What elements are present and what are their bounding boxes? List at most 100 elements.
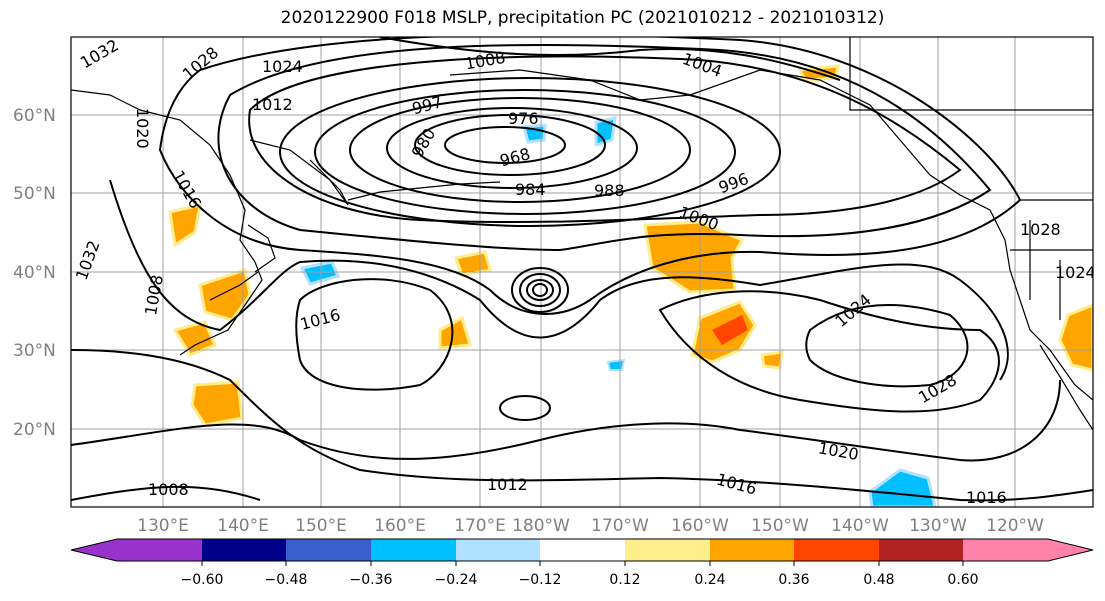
colorbar-outline — [70, 538, 1094, 562]
isobar-label: 984 — [515, 180, 546, 199]
lat-label: 20°N — [13, 420, 56, 440]
precip-positive-area — [454, 250, 492, 277]
precip-negative-area — [868, 468, 937, 507]
precip-positive-area — [1058, 303, 1093, 372]
isobar-label: 976 — [508, 109, 539, 128]
precip-shading — [168, 64, 1093, 507]
lon-label: 160°W — [671, 516, 729, 536]
isobar-low-1 — [519, 273, 561, 307]
precip-positive-area — [438, 315, 472, 350]
lon-label: 140°E — [217, 516, 269, 536]
colorbar-cell — [202, 539, 286, 561]
baja-coastline — [1039, 344, 1093, 431]
precip-positive-area — [760, 350, 784, 370]
isobar-1016 — [71, 349, 1093, 502]
lon-label: 170°E — [454, 516, 506, 536]
colorbar-cell — [540, 539, 625, 561]
colorbar-cell — [794, 539, 879, 561]
isobar-label: 1016 — [966, 488, 1007, 507]
isobar-976 — [414, 114, 606, 176]
isobar-968 — [444, 126, 566, 164]
isobar-low-2 — [526, 279, 554, 301]
map-title: 2020122900 F018 MSLP, precipitation PC (… — [280, 8, 885, 28]
lat-label: 30°N — [13, 341, 56, 361]
lon-label: 150°W — [751, 516, 809, 536]
lon-label: 160°E — [374, 516, 426, 536]
isobar-984 — [349, 97, 691, 203]
lon-label: 150°E — [295, 516, 347, 536]
isobar-992 — [279, 77, 781, 227]
colorbar-cell — [456, 539, 540, 561]
colorbar-tick-label: 0.24 — [694, 572, 725, 588]
colorbar: −0.60 −0.48 −0.36 −0.24 −0.12 0.12 0.24 0.36 0.4… — [70, 538, 1094, 588]
precip-negative-area — [594, 116, 617, 148]
lon-label: 170°W — [591, 516, 649, 536]
isobar-label: 1020 — [133, 108, 152, 149]
lon-label: 120°W — [986, 516, 1044, 536]
precip-negative-area — [606, 358, 626, 371]
precip-positive-area — [190, 380, 244, 427]
isobar-1024 — [658, 290, 1000, 413]
colorbar-cell — [286, 539, 371, 561]
asia-coastline — [71, 89, 263, 356]
alaska-coastline — [449, 69, 961, 196]
canada-border — [849, 37, 1093, 201]
isobar-1020-west — [295, 278, 454, 391]
kamchatka-coastline — [249, 139, 349, 206]
colorbar-tick-label: 0.48 — [863, 572, 894, 588]
colorbar-tick-label: 0.12 — [609, 572, 640, 588]
colorbar-cell — [625, 539, 710, 561]
colorbar-tick-label: −0.36 — [350, 572, 393, 588]
isobar-1008-inner — [511, 267, 569, 313]
lon-label: 140°W — [831, 516, 889, 536]
lon-label: 180°W — [512, 516, 570, 536]
isobar-label: 1008 — [148, 480, 189, 499]
isobar-996 — [248, 55, 962, 224]
precip-strong-area — [712, 315, 748, 345]
isobar-988 — [314, 89, 736, 215]
isobar-1016-east-small — [499, 395, 551, 421]
colorbar-tick-label: −0.60 — [181, 572, 224, 588]
colorbar-tick-label: −0.48 — [265, 572, 308, 588]
precip-positive-area — [172, 320, 217, 357]
lon-label: 130°W — [909, 516, 967, 536]
colorbar-extend-max — [1048, 539, 1093, 561]
colorbar-tick-label: −0.24 — [435, 572, 478, 588]
isobars — [71, 37, 1093, 502]
colorbar-extend-min — [71, 539, 117, 561]
precip-positive-area — [168, 203, 202, 248]
isobar-1020 — [71, 379, 1061, 462]
north-america-coastline — [959, 194, 1093, 401]
japan-coastline — [209, 224, 276, 301]
precip-negative-area — [299, 260, 341, 286]
map-frame — [70, 36, 1094, 508]
colorbar-ticks: −0.60 −0.48 −0.36 −0.24 −0.12 0.12 0.24 0.36 0.4… — [181, 561, 979, 588]
isobar-1000 — [217, 43, 992, 252]
colorbar-cell — [963, 539, 1048, 561]
lat-label: 60°N — [13, 106, 56, 126]
isobar-label: 988 — [594, 181, 625, 200]
isobar-low-3 — [532, 283, 548, 297]
lon-axis: 130°E 140°E 150°E 160°E 170°E 180°W 170°W 160°W… — [137, 516, 1044, 536]
isobar-label: 1012 — [252, 95, 293, 114]
isobar-1012 — [109, 179, 1009, 381]
usa-states — [1010, 220, 1093, 320]
lat-label: 40°N — [13, 263, 56, 283]
colorbar-tick-label: 0.60 — [947, 572, 978, 588]
lon-label: 130°E — [137, 516, 189, 536]
colorbar-cell — [879, 539, 963, 561]
isobar-1028 — [805, 304, 969, 388]
isobar-label: 1024 — [262, 57, 303, 76]
lat-axis: 60°N 50°N 40°N 30°N 20°N — [13, 106, 56, 440]
lat-label: 50°N — [13, 184, 56, 204]
colorbar-tick-label: 0.36 — [778, 572, 809, 588]
isobar-980 — [386, 107, 638, 189]
isobar-1012-south — [71, 485, 261, 501]
isobar-label: 1012 — [487, 475, 528, 494]
colorbar-cell — [710, 539, 794, 561]
colorbar-tick-label: −0.12 — [519, 572, 562, 588]
isobar-1004 — [158, 37, 1022, 315]
isobar-label: 1024 — [1055, 263, 1096, 282]
colorbar-cell — [371, 539, 456, 561]
